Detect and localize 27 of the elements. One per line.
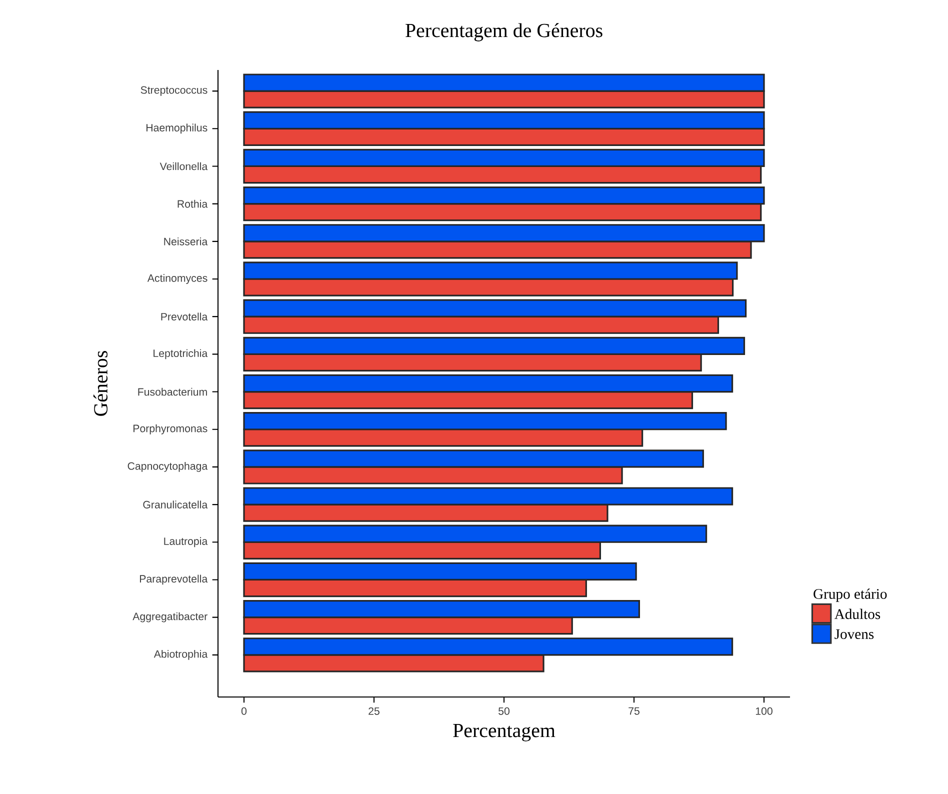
y-tick-label: Porphyromonas — [134, 424, 208, 434]
y-axis-title: Géneros — [93, 351, 108, 416]
x-tick-label: 75 — [628, 707, 640, 715]
y-tick-label: Prevotella — [161, 312, 208, 320]
y-tick-label: Actinomyces — [147, 274, 208, 284]
y-tick-label: Abiotrophia — [154, 650, 208, 660]
x-axis-title: Percentagem — [453, 724, 556, 742]
y-tick-label: Paraprevotella — [140, 574, 208, 585]
y-tick-label: Lautropia — [164, 537, 208, 548]
y-tick-label: Capnocytophaga — [128, 462, 208, 472]
x-tick-label: 25 — [368, 707, 380, 715]
y-tick-label: Leptotrichia — [154, 349, 208, 360]
y-tick-label: Haemophilus — [146, 124, 208, 134]
y-tick-label: Rothia — [178, 200, 208, 208]
legend-title: Grupo etário — [814, 588, 887, 602]
legend-label: Jovens — [834, 629, 874, 640]
y-tick-label: Streptococcus — [140, 86, 208, 96]
y-tick-label: Aggregatibacter — [132, 612, 208, 622]
y-tick-label: Fusobacterium — [138, 388, 207, 396]
x-tick-label: 0 — [241, 707, 247, 715]
y-tick-label: Neisseria — [164, 238, 208, 246]
y-tick-label: Veillonella — [160, 162, 208, 170]
legend-label: Adultos — [834, 608, 880, 620]
y-tick-label: Granulicatella — [143, 500, 208, 508]
x-tick-label: 50 — [498, 707, 510, 715]
chart-title: Percentagem de Géneros — [406, 23, 602, 42]
x-tick-label: 100 — [756, 707, 772, 715]
